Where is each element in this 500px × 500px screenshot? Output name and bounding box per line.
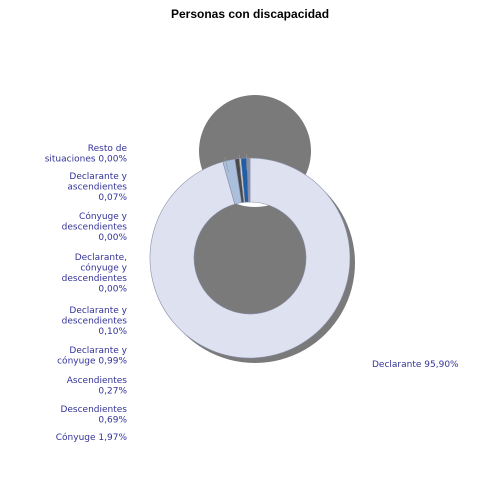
chart-slices bbox=[149, 154, 351, 359]
chart-title: Personas con discapacidad bbox=[171, 7, 329, 21]
slice-label-3: Declarante, cónyuge y descendientes 0,00% bbox=[62, 253, 128, 295]
lead-1 bbox=[224, 157, 230, 173]
slice-label-2: Cónyuge y descendientes 0,00% bbox=[62, 211, 128, 243]
lead-2 bbox=[238, 154, 242, 171]
slice-label-1: Declarante y ascendientes 0,07% bbox=[67, 172, 127, 203]
slice-0 bbox=[149, 157, 351, 359]
slice-label-7: Descendientes 0,69% bbox=[60, 405, 127, 426]
slice-label-0: Resto de situaciones 0,00% bbox=[45, 144, 128, 165]
slice-label-4: Declarante y descendientes 0,10% bbox=[62, 306, 128, 337]
lead-3 bbox=[246, 154, 248, 171]
chart-labels: Resto de situaciones 0,00% Declarante y asc… bbox=[45, 144, 459, 443]
slice-label-8: Cónyuge 1,97% bbox=[56, 432, 128, 443]
slice-label-5: Declarante y cónyuge 0,99% bbox=[57, 346, 128, 367]
slice-label-9: Declarante 95,90% bbox=[372, 360, 459, 370]
slice-label-6: Ascendientes 0,27% bbox=[67, 376, 128, 397]
